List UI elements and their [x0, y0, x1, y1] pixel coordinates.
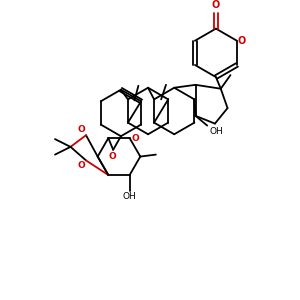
Text: O: O	[108, 152, 116, 161]
Text: OH: OH	[209, 128, 223, 136]
Text: O: O	[77, 125, 85, 134]
Text: O: O	[77, 161, 85, 170]
Text: O: O	[132, 134, 139, 142]
Text: O: O	[238, 36, 246, 46]
Text: OH: OH	[123, 193, 136, 202]
Text: O: O	[212, 0, 220, 10]
